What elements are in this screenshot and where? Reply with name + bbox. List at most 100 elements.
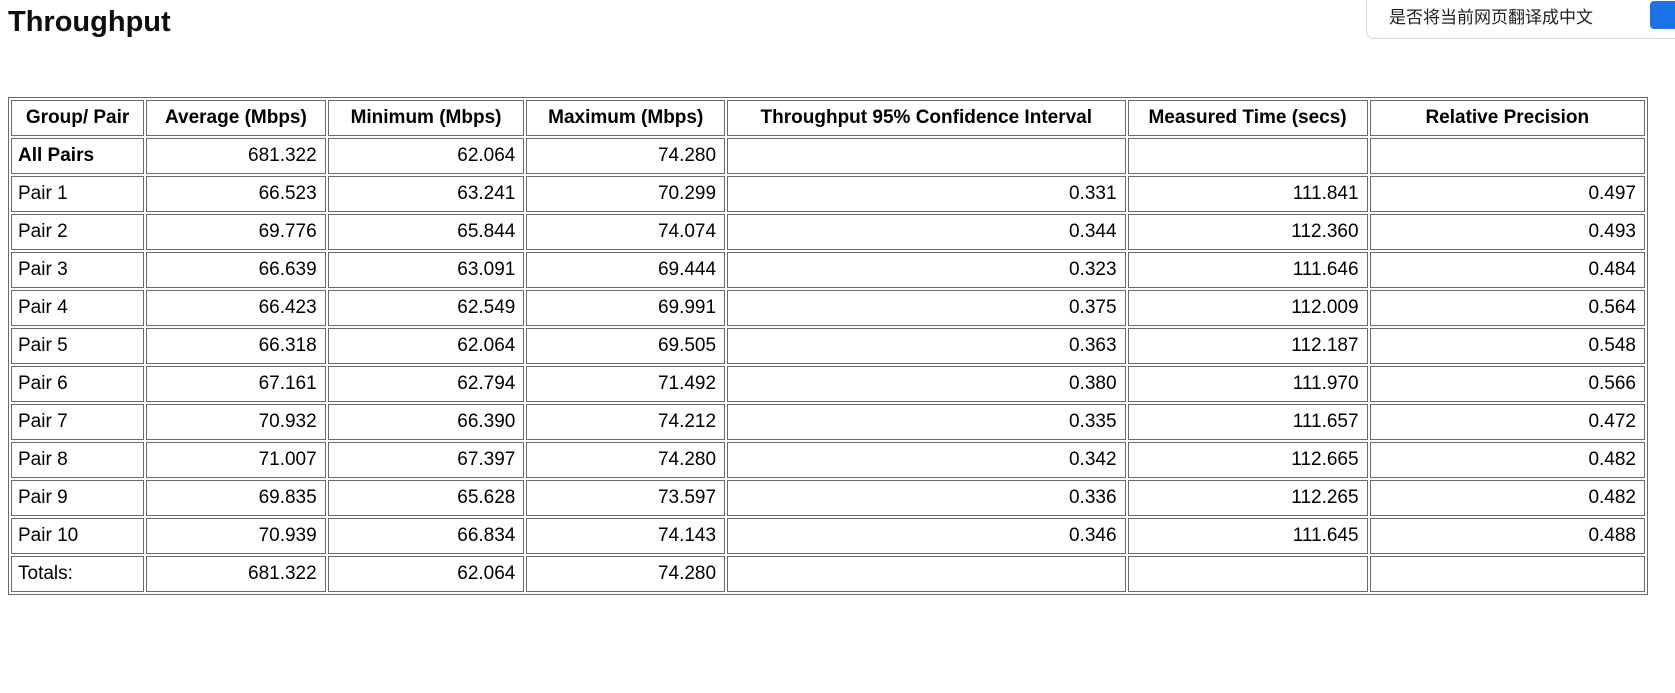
column-header: Group/ Pair	[11, 100, 145, 136]
group-cell: Pair 4	[11, 290, 145, 326]
value-cell	[1369, 556, 1645, 592]
value-cell: 111.657	[1127, 404, 1368, 440]
column-header: Average (Mbps)	[146, 100, 326, 136]
value-cell: 62.064	[327, 138, 525, 174]
value-cell: 0.323	[727, 252, 1126, 288]
table-row: Pair 7 70.932 66.390 74.212 0.335 111.657 0.47…	[11, 404, 1645, 440]
value-cell: 112.265	[1127, 480, 1368, 516]
throughput-table: Group/ Pair Average (Mbps) Minimum (Mbps) M…	[8, 97, 1648, 595]
value-cell: 74.280	[526, 138, 726, 174]
group-cell: Pair 10	[11, 518, 145, 554]
value-cell: 66.390	[327, 404, 525, 440]
value-cell: 0.497	[1369, 176, 1645, 212]
table-row: Pair 6 67.161 62.794 71.492 0.380 111.970 0.56…	[11, 366, 1645, 402]
table-header-row: Group/ Pair Average (Mbps) Minimum (Mbps) M…	[11, 100, 1645, 136]
value-cell: 69.444	[526, 252, 726, 288]
group-cell: Pair 8	[11, 442, 145, 478]
value-cell: 681.322	[146, 138, 326, 174]
value-cell: 681.322	[146, 556, 326, 592]
column-header: Relative Precision	[1369, 100, 1645, 136]
value-cell: 66.318	[146, 328, 326, 364]
value-cell: 0.484	[1369, 252, 1645, 288]
value-cell: 0.336	[727, 480, 1126, 516]
value-cell: 0.488	[1369, 518, 1645, 554]
value-cell: 0.493	[1369, 214, 1645, 250]
value-cell: 62.064	[327, 556, 525, 592]
value-cell: 74.143	[526, 518, 726, 554]
group-cell: Pair 1	[11, 176, 145, 212]
table-row: Pair 10 70.939 66.834 74.143 0.346 111.645 0.4…	[11, 518, 1645, 554]
column-header: Throughput 95% Confidence Interval	[727, 100, 1126, 136]
value-cell: 0.564	[1369, 290, 1645, 326]
value-cell: 0.380	[727, 366, 1126, 402]
value-cell: 73.597	[526, 480, 726, 516]
value-cell: 0.344	[727, 214, 1126, 250]
value-cell: 66.423	[146, 290, 326, 326]
value-cell: 111.645	[1127, 518, 1368, 554]
value-cell: 62.064	[327, 328, 525, 364]
value-cell: 74.212	[526, 404, 726, 440]
value-cell: 69.991	[526, 290, 726, 326]
value-cell: 74.074	[526, 214, 726, 250]
value-cell: 69.776	[146, 214, 326, 250]
value-cell: 0.482	[1369, 442, 1645, 478]
value-cell: 69.505	[526, 328, 726, 364]
value-cell: 112.187	[1127, 328, 1368, 364]
value-cell: 0.342	[727, 442, 1126, 478]
table-row: Pair 2 69.776 65.844 74.074 0.344 112.360 0.49…	[11, 214, 1645, 250]
value-cell: 62.549	[327, 290, 525, 326]
value-cell: 70.932	[146, 404, 326, 440]
value-cell: 71.007	[146, 442, 326, 478]
value-cell: 0.548	[1369, 328, 1645, 364]
group-cell: Pair 7	[11, 404, 145, 440]
value-cell: 71.492	[526, 366, 726, 402]
value-cell: 112.665	[1127, 442, 1368, 478]
value-cell: 0.375	[727, 290, 1126, 326]
value-cell: 74.280	[526, 442, 726, 478]
value-cell: 0.482	[1369, 480, 1645, 516]
value-cell	[727, 556, 1126, 592]
value-cell: 63.241	[327, 176, 525, 212]
value-cell: 111.970	[1127, 366, 1368, 402]
table-row: Totals: 681.322 62.064 74.280	[11, 556, 1645, 592]
value-cell: 0.331	[727, 176, 1126, 212]
value-cell	[727, 138, 1126, 174]
value-cell: 0.346	[727, 518, 1126, 554]
table-row: Pair 8 71.007 67.397 74.280 0.342 112.665 0.48…	[11, 442, 1645, 478]
value-cell: 65.844	[327, 214, 525, 250]
table-body: All Pairs 681.322 62.064 74.280 Pair 1 66.523…	[11, 138, 1645, 592]
value-cell: 63.091	[327, 252, 525, 288]
table-row: Pair 9 69.835 65.628 73.597 0.336 112.265 0.48…	[11, 480, 1645, 516]
value-cell: 62.794	[327, 366, 525, 402]
group-cell: Totals:	[11, 556, 145, 592]
value-cell: 67.397	[327, 442, 525, 478]
translate-confirm-button[interactable]	[1650, 1, 1675, 29]
table-row: Pair 1 66.523 63.241 70.299 0.331 111.841 0.49…	[11, 176, 1645, 212]
group-cell: All Pairs	[11, 138, 145, 174]
value-cell: 67.161	[146, 366, 326, 402]
value-cell: 112.360	[1127, 214, 1368, 250]
group-cell: Pair 3	[11, 252, 145, 288]
group-cell: Pair 9	[11, 480, 145, 516]
table-row: Pair 4 66.423 62.549 69.991 0.375 112.009 0.56…	[11, 290, 1645, 326]
value-cell: 74.280	[526, 556, 726, 592]
value-cell	[1127, 138, 1368, 174]
value-cell: 111.646	[1127, 252, 1368, 288]
value-cell: 70.939	[146, 518, 326, 554]
table-row: Pair 5 66.318 62.064 69.505 0.363 112.187 0.54…	[11, 328, 1645, 364]
value-cell: 70.299	[526, 176, 726, 212]
group-cell: Pair 2	[11, 214, 145, 250]
value-cell: 66.639	[146, 252, 326, 288]
value-cell: 111.841	[1127, 176, 1368, 212]
value-cell	[1127, 556, 1368, 592]
value-cell: 0.335	[727, 404, 1126, 440]
value-cell	[1369, 138, 1645, 174]
value-cell: 0.472	[1369, 404, 1645, 440]
value-cell: 0.566	[1369, 366, 1645, 402]
value-cell: 69.835	[146, 480, 326, 516]
value-cell: 66.834	[327, 518, 525, 554]
translate-popup: 是否将当前网页翻译成中文	[1366, 0, 1675, 39]
column-header: Measured Time (secs)	[1127, 100, 1368, 136]
value-cell: 66.523	[146, 176, 326, 212]
column-header: Maximum (Mbps)	[526, 100, 726, 136]
